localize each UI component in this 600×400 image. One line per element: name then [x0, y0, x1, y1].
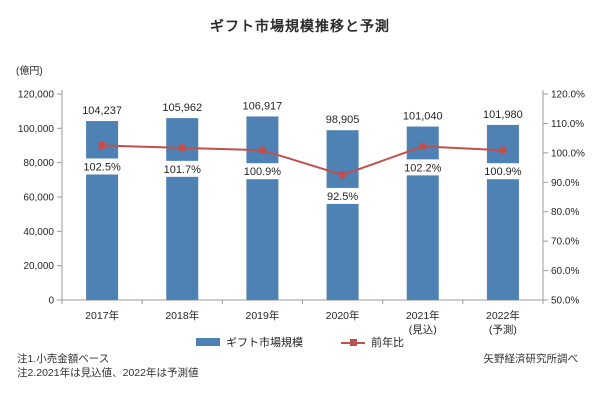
x-axis-category-label: 2017年	[85, 309, 119, 322]
right-axis-tick-label: 50.0%	[551, 296, 579, 307]
bar-value-label: 101,040	[403, 111, 443, 123]
yoy-value-label: 102.5%	[83, 162, 121, 174]
bar-2022	[486, 124, 519, 301]
right-axis-tick-label: 70.0%	[551, 237, 579, 248]
bar-2020	[326, 130, 359, 300]
yoy-marker-icon	[98, 142, 106, 149]
right-axis-tick-label: 100.0%	[551, 148, 585, 159]
note-1: 注1.小売金額ベース	[17, 353, 110, 365]
left-axis-tick-label: 120,000	[18, 90, 55, 101]
yoy-marker-icon	[178, 144, 186, 152]
legend-bar-swatch-icon	[196, 338, 220, 346]
x-axis-category-sublabel: (予測)	[489, 323, 517, 336]
left-axis-tick-label: 0	[48, 296, 54, 307]
x-axis-category-sublabel: (見込)	[409, 324, 437, 336]
x-axis-category-label: 2020年	[326, 309, 360, 322]
legend-line-marker-icon	[349, 338, 357, 346]
bar-value-label: 98,905	[326, 114, 360, 126]
yoy-value-label: 102.2%	[404, 162, 442, 174]
yoy-marker-icon	[258, 146, 266, 154]
x-axis-category-label: 2018年	[165, 309, 199, 322]
left-axis-tick-label: 60,000	[23, 193, 54, 204]
yoy-marker-icon	[339, 171, 347, 179]
yoy-value-label: 101.7%	[164, 164, 202, 176]
legend-item-market-size: ギフト市場規模	[196, 334, 303, 350]
yoy-value-label: 92.5%	[327, 191, 358, 203]
right-axis-tick-label: 90.0%	[551, 178, 579, 189]
yoy-marker-icon	[499, 146, 507, 154]
right-axis-tick-label: 120.0%	[551, 90, 585, 101]
left-axis-tick-label: 100,000	[18, 124, 55, 135]
right-axis-tick-label: 80.0%	[551, 207, 579, 218]
legend-line-label: 前年比	[371, 337, 404, 349]
yoy-label-bg	[395, 159, 450, 176]
yoy-marker-icon	[419, 142, 427, 150]
x-axis-category-label: 2019年	[245, 309, 279, 322]
x-axis-category-label: 2022年	[486, 309, 520, 322]
bar-value-label: 106,917	[243, 100, 283, 112]
yoy-line	[102, 144, 503, 176]
legend-bar-label: ギフト市場規模	[226, 337, 303, 349]
right-axis-tick-label: 110.0%	[551, 119, 584, 130]
legend-item-yoy: 前年比	[341, 334, 404, 350]
yoy-label-bg	[315, 187, 370, 204]
bar-2017	[86, 121, 119, 300]
bar-value-label: 101,980	[483, 109, 523, 121]
left-axis-tick-label: 40,000	[23, 227, 54, 238]
yoy-label-bg	[75, 158, 130, 175]
left-axis-unit-label: (億円)	[16, 66, 43, 77]
source-credit: 矢野経済研究所調べ	[483, 353, 579, 365]
bar-2019	[246, 116, 279, 300]
yoy-label-bg	[475, 163, 530, 180]
bar-value-label: 105,962	[162, 102, 202, 114]
yoy-label-bg	[235, 163, 290, 180]
yoy-value-label: 100.9%	[244, 166, 282, 178]
bar-2021	[406, 126, 439, 300]
right-axis-tick-label: 60.0%	[551, 266, 579, 277]
chart-title: ギフト市場規模推移と予測	[210, 18, 390, 34]
legend: ギフト市場規模 前年比	[0, 334, 600, 350]
x-axis-category-label: 2021年	[406, 309, 440, 322]
note-2: 注2.2021年は見込値、2022年は予測値	[17, 367, 199, 379]
yoy-value-label: 100.9%	[484, 166, 522, 178]
left-axis-tick-label: 80,000	[23, 158, 54, 169]
left-axis-tick-label: 20,000	[23, 261, 54, 272]
bar-value-label: 104,237	[82, 105, 122, 117]
yoy-label-bg	[155, 160, 210, 177]
legend-line-swatch-icon	[341, 338, 365, 346]
